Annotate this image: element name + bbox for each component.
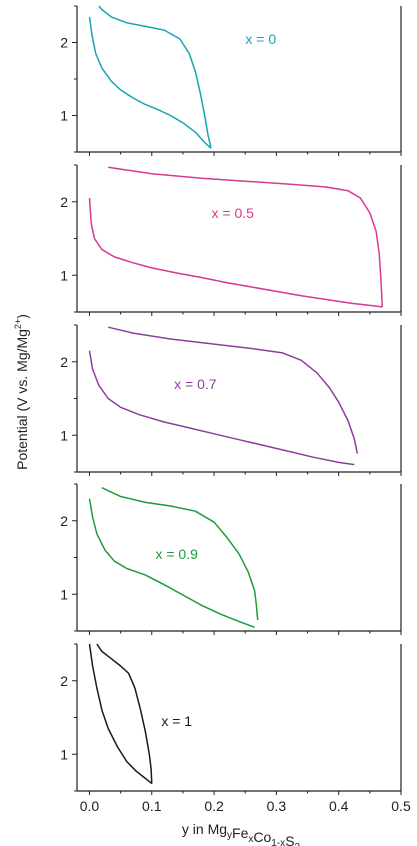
y-axis-label-superscript: 2+: [13, 319, 23, 329]
series-discharge-line: [88, 350, 355, 466]
panel-1: 1 2 x = 0.5: [60, 164, 402, 316]
series-discharge-line: [88, 643, 153, 785]
series-discharge-line: [88, 198, 383, 308]
x-tick-label: 0.3: [267, 798, 287, 814]
panel-0: 1 2 x = 0: [60, 5, 402, 156]
x-tick-label: 0.4: [329, 798, 349, 814]
x-axis-label-part: Fe: [232, 825, 249, 841]
x-axis-label-part: Co: [253, 829, 271, 845]
y-axis-label-close: ): [14, 314, 30, 319]
x-axis-label-subscript: 2: [295, 842, 301, 846]
series-charge-line: [108, 326, 359, 454]
y-tick-label: 1: [60, 427, 68, 443]
y-tick-label: 2: [60, 194, 68, 210]
y-tick-label: 2: [60, 673, 68, 689]
series-charge-line: [101, 487, 259, 621]
y-axis-label: Potential (V vs. Mg/Mg2+): [13, 314, 30, 470]
x-axis-label-subscript: x: [248, 834, 253, 845]
panel-label: x = 0: [245, 31, 276, 47]
y-tick-label: 1: [60, 267, 68, 283]
series-charge-line: [108, 166, 384, 307]
panel-4: 1 2 x = 1: [60, 643, 402, 795]
x-axis-label: y in MgyFexCo1-xS2: [182, 821, 301, 846]
y-tick-label: 2: [60, 513, 68, 529]
x-axis-label-subscript: 1-x: [271, 838, 285, 846]
panel-3: 1 2 x = 0.9: [60, 483, 402, 635]
y-tick-label: 1: [60, 746, 68, 762]
series-discharge-line: [88, 16, 212, 149]
series-charge-line: [96, 643, 153, 784]
x-tick-label: 0.0: [80, 798, 100, 814]
x-axis-label-part: S: [285, 833, 294, 846]
y-tick-label: 1: [60, 108, 68, 124]
x-tick-label: 0.1: [142, 798, 162, 814]
y-tick-label: 2: [60, 354, 68, 370]
x-tick-label: 0.2: [204, 798, 224, 814]
panel-label: x = 0.7: [174, 376, 217, 392]
series-discharge-line: [88, 498, 255, 629]
x-tick-label: 0.5: [391, 798, 411, 814]
x-axis-label-subscript: y: [227, 830, 232, 841]
x-axis-label-part: y in Mg: [182, 821, 227, 837]
y-tick-label: 2: [60, 35, 68, 51]
panel-label: x = 0.9: [155, 546, 198, 562]
series-charge-line: [98, 5, 212, 149]
panel-2: 1 2 x = 0.7: [60, 324, 402, 476]
y-tick-label: 1: [60, 586, 68, 602]
panel-label: x = 1: [161, 713, 192, 729]
y-axis-label-main: Potential (V vs. Mg/Mg: [14, 329, 30, 470]
panel-label: x = 0.5: [212, 205, 255, 221]
